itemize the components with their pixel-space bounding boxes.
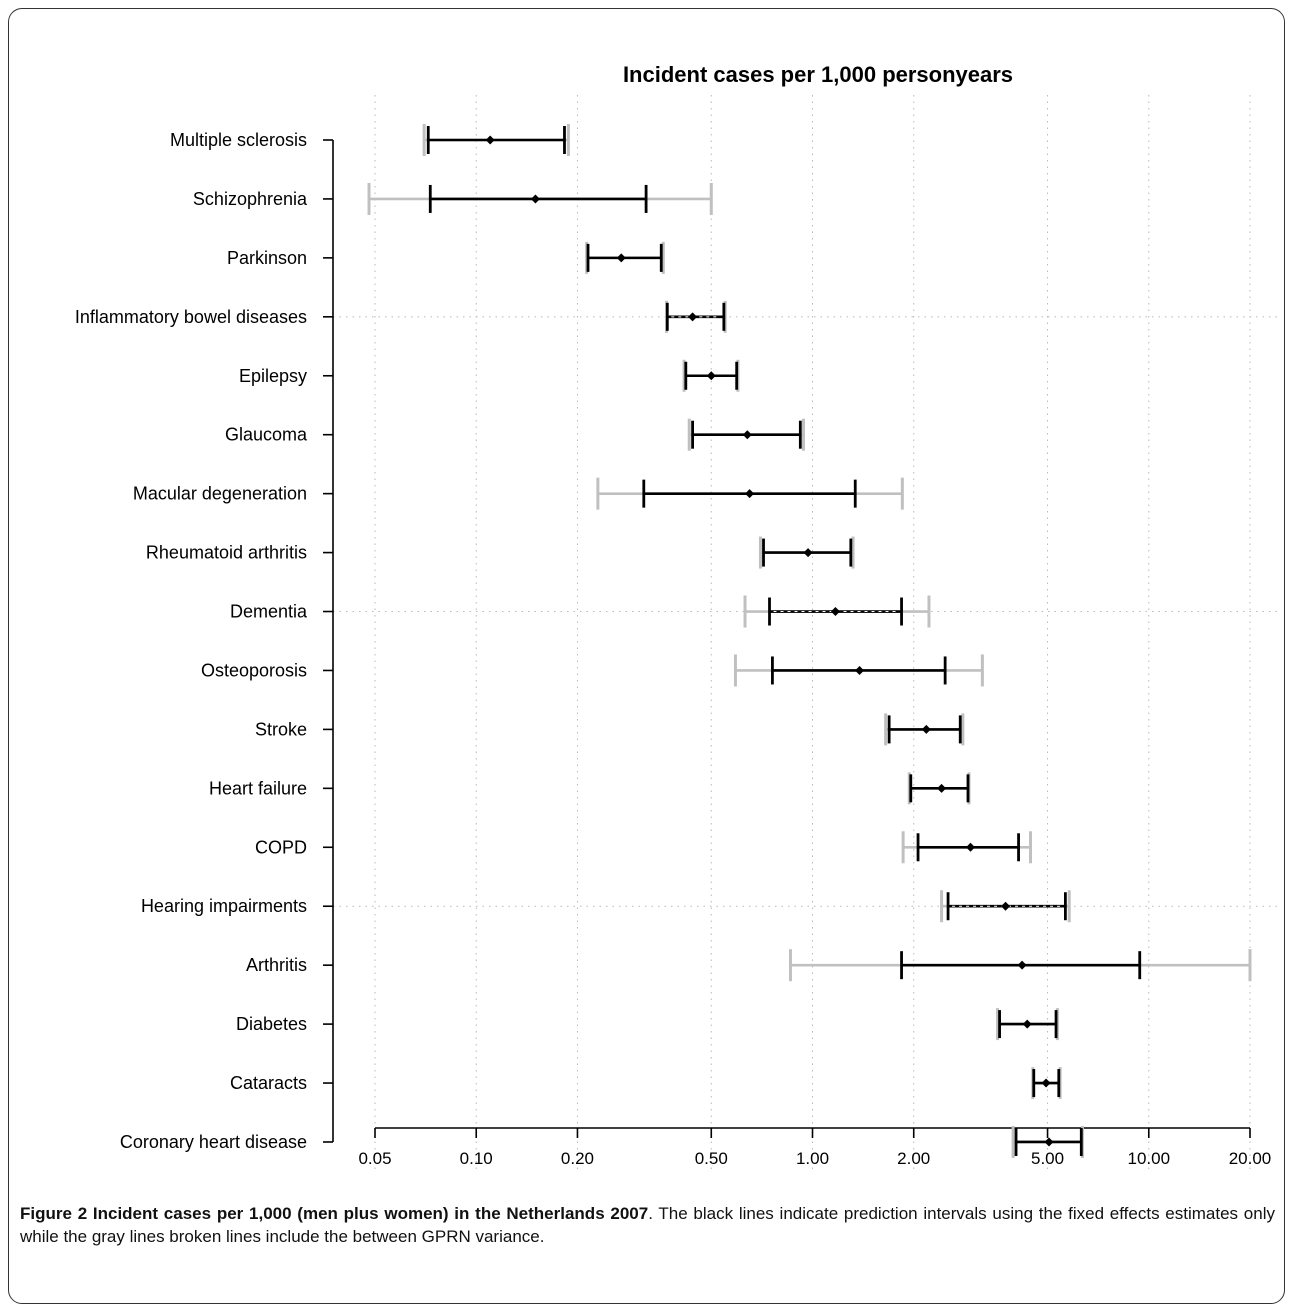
category-label-17: Coronary heart disease (120, 1132, 307, 1152)
x-tick-label-6: 5.00 (1031, 1149, 1064, 1168)
figure-caption: Figure 2 Incident cases per 1,000 (men p… (20, 1202, 1275, 1248)
category-label-10: Stroke (255, 719, 307, 739)
point-estimate-11 (937, 783, 947, 793)
point-estimate-15 (1022, 1019, 1032, 1029)
category-label-9: Osteoporosis (201, 660, 307, 680)
x-tick-label-5: 2.00 (897, 1149, 930, 1168)
point-estimate-8 (830, 607, 840, 617)
category-label-7: Rheumatoid arthritis (146, 543, 307, 563)
caption-body: . The black lines indicate prediction in… (20, 1204, 1275, 1246)
point-estimate-6 (745, 489, 755, 499)
point-estimate-14 (1017, 960, 1027, 970)
category-label-4: Epilepsy (239, 366, 307, 386)
x-tick-label-4: 1.00 (796, 1149, 829, 1168)
point-estimates (485, 135, 1054, 1147)
point-estimate-12 (965, 842, 975, 852)
x-tick-label-1: 0.10 (460, 1149, 493, 1168)
x-tick-label-2: 0.20 (561, 1149, 594, 1168)
category-label-3: Inflammatory bowel diseases (75, 307, 307, 327)
category-label-1: Schizophrenia (193, 189, 308, 209)
point-estimate-9 (855, 665, 865, 675)
point-estimate-13 (1001, 901, 1011, 911)
category-label-11: Heart failure (209, 778, 307, 798)
point-estimate-17 (1044, 1137, 1054, 1147)
x-tick-label-7: 10.00 (1127, 1149, 1170, 1168)
point-estimate-10 (921, 724, 931, 734)
point-estimate-16 (1041, 1078, 1051, 1088)
caption-figure-label: Figure 2 Incident cases per 1,000 (men p… (20, 1204, 649, 1223)
point-estimate-2 (616, 253, 626, 263)
category-label-15: Diabetes (236, 1014, 307, 1034)
axes: 0.05 0.10 0.20 0.50 1.00 2.00 5.00 10.00 20.00 (323, 139, 1272, 1168)
point-estimate-1 (530, 194, 540, 204)
category-labels: Multiple sclerosis Schizophrenia Parkinson… (75, 130, 308, 1152)
category-label-0: Multiple sclerosis (170, 130, 307, 150)
x-tick-label-8: 20.00 (1229, 1149, 1272, 1168)
category-label-2: Parkinson (227, 248, 307, 268)
category-label-13: Hearing impairments (141, 896, 307, 916)
point-estimate-5 (742, 430, 752, 440)
point-estimate-3 (688, 312, 698, 322)
category-label-8: Dementia (230, 602, 308, 622)
x-tick-label-0: 0.05 (358, 1149, 391, 1168)
category-label-12: COPD (255, 837, 307, 857)
chart-title: Incident cases per 1,000 personyears (623, 62, 1013, 87)
category-label-16: Cataracts (230, 1073, 307, 1093)
gray-intervals (367, 124, 1252, 1158)
point-estimate-4 (706, 371, 716, 381)
forest-plot: Incident cases per 1,000 personyears 0.0… (75, 62, 1282, 1172)
category-label-6: Macular degeneration (133, 484, 307, 504)
x-tick-label-3: 0.50 (695, 1149, 728, 1168)
figure-frame (8, 8, 1285, 1304)
point-estimate-7 (803, 548, 813, 558)
category-label-5: Glaucoma (225, 425, 308, 445)
grid-lines (333, 95, 1282, 1172)
black-intervals (426, 126, 1142, 1156)
point-estimate-0 (485, 135, 495, 145)
category-label-14: Arthritis (246, 955, 307, 975)
